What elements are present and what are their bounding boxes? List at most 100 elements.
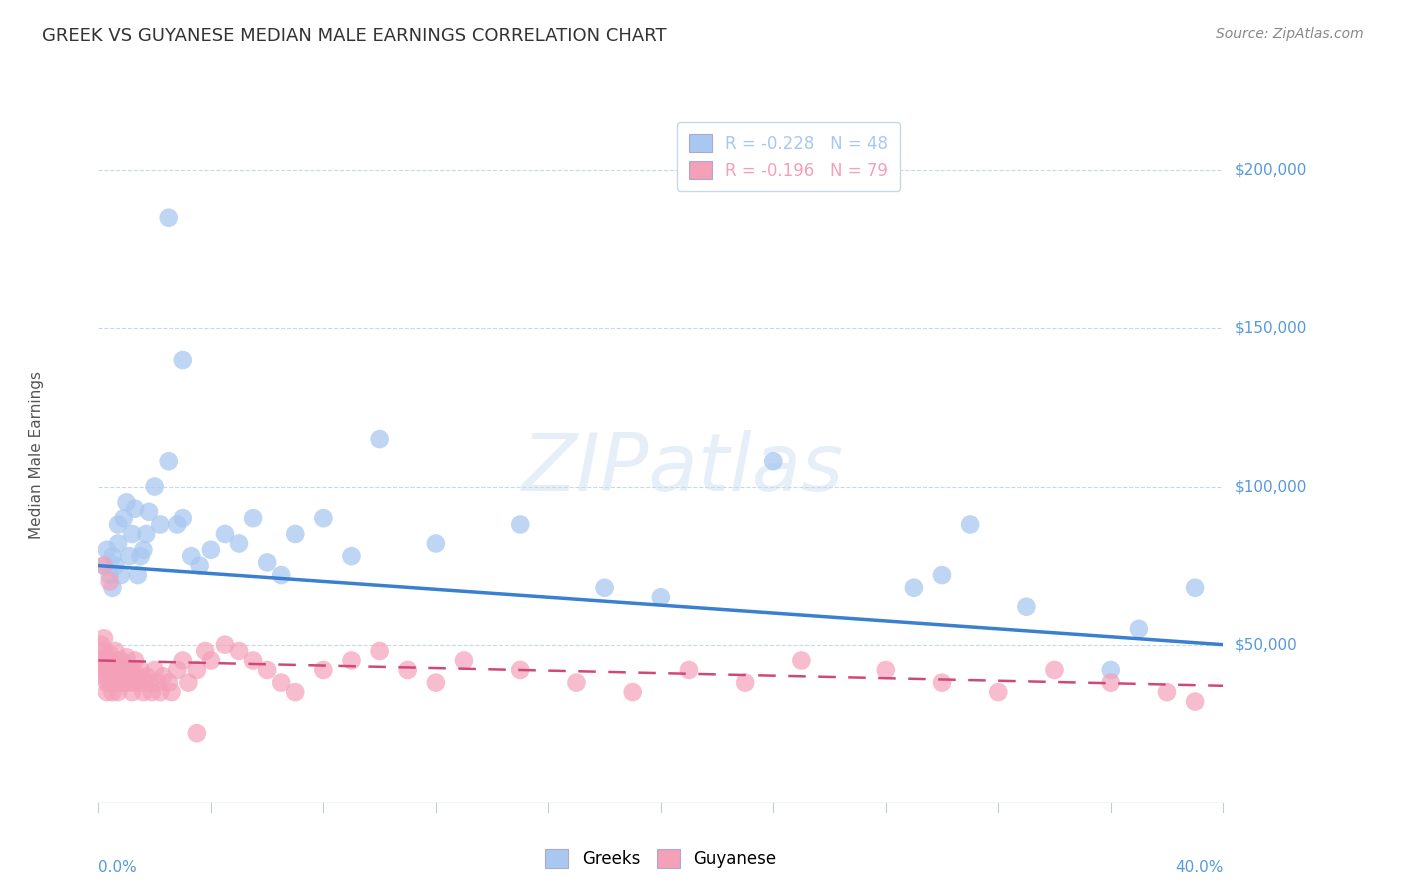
Point <box>256 556 278 570</box>
Point <box>1184 695 1206 709</box>
Text: 40.0%: 40.0% <box>1175 860 1223 875</box>
Point <box>141 685 163 699</box>
Point <box>762 454 785 468</box>
Point <box>101 581 124 595</box>
Point <box>104 663 127 677</box>
Point <box>98 574 121 589</box>
Point <box>790 653 813 667</box>
Point <box>96 663 118 677</box>
Point <box>284 685 307 699</box>
Point <box>135 527 157 541</box>
Point <box>96 685 118 699</box>
Point <box>931 675 953 690</box>
Point <box>368 432 391 446</box>
Text: $200,000: $200,000 <box>1234 163 1306 178</box>
Point <box>129 549 152 563</box>
Point <box>121 663 143 677</box>
Point <box>166 663 188 677</box>
Point <box>734 675 756 690</box>
Point <box>129 675 152 690</box>
Point <box>565 675 588 690</box>
Point <box>93 644 115 658</box>
Point <box>157 454 180 468</box>
Point <box>101 669 124 683</box>
Point <box>242 653 264 667</box>
Point <box>931 568 953 582</box>
Point <box>143 479 166 493</box>
Point <box>98 675 121 690</box>
Point <box>228 644 250 658</box>
Text: ZIPatlas: ZIPatlas <box>522 430 845 508</box>
Point <box>256 663 278 677</box>
Point <box>621 685 644 699</box>
Point <box>115 663 138 677</box>
Point <box>93 632 115 646</box>
Point <box>101 653 124 667</box>
Point <box>987 685 1010 699</box>
Point <box>188 558 211 573</box>
Text: Median Male Earnings: Median Male Earnings <box>30 371 44 539</box>
Point <box>118 669 141 683</box>
Point <box>110 663 132 677</box>
Point <box>110 568 132 582</box>
Text: Source: ZipAtlas.com: Source: ZipAtlas.com <box>1216 27 1364 41</box>
Point <box>124 675 146 690</box>
Point <box>396 663 419 677</box>
Point <box>228 536 250 550</box>
Point <box>129 663 152 677</box>
Point <box>1043 663 1066 677</box>
Point <box>959 517 981 532</box>
Point <box>127 669 149 683</box>
Point <box>124 653 146 667</box>
Point <box>312 663 335 677</box>
Point <box>678 663 700 677</box>
Point <box>143 663 166 677</box>
Point <box>172 653 194 667</box>
Point <box>107 517 129 532</box>
Point <box>149 685 172 699</box>
Text: 0.0%: 0.0% <box>98 860 138 875</box>
Point <box>157 675 180 690</box>
Point <box>1015 599 1038 614</box>
Point <box>157 211 180 225</box>
Point <box>98 647 121 661</box>
Point <box>1128 622 1150 636</box>
Point <box>132 542 155 557</box>
Text: $150,000: $150,000 <box>1234 321 1306 336</box>
Point <box>104 558 127 573</box>
Point <box>284 527 307 541</box>
Point <box>107 653 129 667</box>
Point <box>149 517 172 532</box>
Point <box>90 638 112 652</box>
Point <box>1099 675 1122 690</box>
Point <box>93 558 115 573</box>
Point <box>214 527 236 541</box>
Point <box>425 675 447 690</box>
Point <box>186 726 208 740</box>
Point <box>172 353 194 368</box>
Point <box>112 511 135 525</box>
Point <box>312 511 335 525</box>
Point <box>509 663 531 677</box>
Point <box>1156 685 1178 699</box>
Point <box>90 653 112 667</box>
Point <box>96 542 118 557</box>
Point <box>138 505 160 519</box>
Point <box>509 517 531 532</box>
Point <box>160 685 183 699</box>
Text: $100,000: $100,000 <box>1234 479 1306 494</box>
Point <box>340 549 363 563</box>
Point <box>214 638 236 652</box>
Point <box>453 653 475 667</box>
Point <box>146 675 169 690</box>
Point <box>650 591 672 605</box>
Point <box>98 568 121 582</box>
Point <box>180 549 202 563</box>
Point <box>101 685 124 699</box>
Text: GREEK VS GUYANESE MEDIAN MALE EARNINGS CORRELATION CHART: GREEK VS GUYANESE MEDIAN MALE EARNINGS C… <box>42 27 666 45</box>
Point <box>110 653 132 667</box>
Point <box>242 511 264 525</box>
Point <box>104 644 127 658</box>
Point <box>166 517 188 532</box>
Point <box>115 650 138 665</box>
